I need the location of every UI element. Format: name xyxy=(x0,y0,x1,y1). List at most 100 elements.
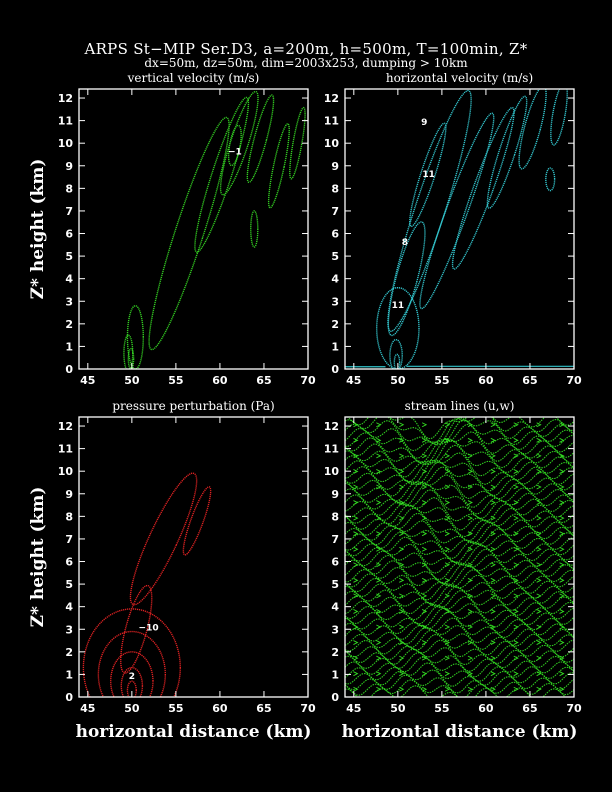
streamline-arrow xyxy=(513,484,519,490)
y-tick-label: 6 xyxy=(331,228,339,241)
x-tick-label: 50 xyxy=(124,702,140,715)
streamline-arrow xyxy=(536,453,542,459)
streamline-arrow xyxy=(536,484,542,490)
streamline xyxy=(345,669,574,687)
streamline-arrow xyxy=(399,593,405,599)
streamline-arrow xyxy=(559,484,565,490)
figure-title: ARPS St−MIP Ser.D3, a=200m, h=500m, T=10… xyxy=(84,40,528,58)
streamline-arrow xyxy=(513,640,519,645)
streamline xyxy=(345,444,574,478)
streamline-arrow xyxy=(490,686,496,692)
contour-line xyxy=(227,124,242,167)
contour-line xyxy=(387,89,472,332)
y-tick-label: 0 xyxy=(331,363,339,376)
streamline-arrow xyxy=(490,484,496,490)
y-tick-label: 10 xyxy=(58,465,74,478)
streamline-arrow xyxy=(559,422,565,428)
streamline xyxy=(345,554,574,581)
y-tick-label: 6 xyxy=(65,556,73,569)
streamline-arrow xyxy=(490,531,496,537)
x-tick-label: 65 xyxy=(256,702,271,715)
streamline-arrow xyxy=(421,671,428,677)
streamline-arrow xyxy=(467,577,473,583)
streamline-arrow xyxy=(559,469,565,474)
streamline-arrow xyxy=(376,500,382,505)
streamline-arrow xyxy=(376,469,382,474)
streamline-arrow xyxy=(444,531,451,537)
streamline xyxy=(345,639,574,660)
streamline xyxy=(345,565,574,587)
streamline xyxy=(345,527,574,553)
streamline-arrow xyxy=(421,655,428,661)
streamline-arrow xyxy=(467,484,473,490)
streamline-arrow xyxy=(513,655,519,661)
figure-subtitle: dx=50m, dz=50m, dim=2003x253, dumping > … xyxy=(144,56,468,70)
y-tick-label: 12 xyxy=(58,420,73,433)
contour-line xyxy=(267,123,290,209)
streamline-arrow xyxy=(467,422,473,428)
y-tick-label: 7 xyxy=(331,205,339,218)
streamline-arrow xyxy=(513,593,519,599)
streamline-arrow xyxy=(536,640,542,645)
contour-line xyxy=(148,116,230,351)
x-tick-label: 70 xyxy=(300,702,316,715)
streamline-arrow xyxy=(490,562,496,568)
streamline-arrow xyxy=(353,515,359,521)
streamline xyxy=(345,504,574,531)
contour-line xyxy=(126,680,137,697)
streamline-arrow xyxy=(376,655,382,661)
streamline-arrow xyxy=(536,422,542,428)
x-tick-label: 50 xyxy=(390,702,406,715)
streamline-arrow xyxy=(376,515,382,521)
streamline-arrow xyxy=(559,546,565,552)
contour-line xyxy=(387,221,426,337)
streamline-arrow xyxy=(444,515,451,521)
y-tick-label: 3 xyxy=(65,623,73,636)
contour-label: 9 xyxy=(421,118,427,128)
panel-title: vertical velocity (m/s) xyxy=(127,71,260,85)
y-axis-label: Z* height (km) xyxy=(28,159,48,300)
streamline-arrow xyxy=(467,562,473,568)
streamline-arrow xyxy=(399,562,405,568)
streamline-arrow xyxy=(490,500,496,505)
y-tick-label: 8 xyxy=(331,182,339,195)
streamline xyxy=(345,536,574,564)
y-tick-label: 7 xyxy=(65,533,73,546)
streamline-arrow xyxy=(399,640,405,645)
streamline-arrow xyxy=(399,655,405,661)
x-tick-label: 65 xyxy=(256,374,271,387)
streamline-arrow xyxy=(490,422,496,428)
streamline-arrow xyxy=(490,624,496,630)
contour-line xyxy=(250,210,259,248)
contour-line xyxy=(110,651,154,697)
y-tick-label: 1 xyxy=(65,340,73,353)
y-tick-label: 2 xyxy=(65,318,73,331)
y-tick-label: 12 xyxy=(324,420,339,433)
streamline-arrow xyxy=(444,469,451,474)
streamline-arrow xyxy=(513,562,519,568)
panel-frame xyxy=(78,416,309,698)
streamline-arrow xyxy=(490,437,496,443)
contour-line xyxy=(120,666,144,697)
y-tick-label: 0 xyxy=(331,691,339,704)
x-tick-label: 55 xyxy=(168,374,183,387)
streamline-arrow xyxy=(490,609,496,614)
streamline xyxy=(345,417,574,446)
y-tick-label: 9 xyxy=(331,160,339,173)
contour-line xyxy=(419,112,495,310)
streamline xyxy=(345,484,574,515)
streamline-arrow xyxy=(353,640,359,645)
streamline-arrow xyxy=(376,686,382,692)
streamline-arrow xyxy=(353,609,359,614)
y-tick-label: 5 xyxy=(331,250,339,263)
y-tick-label: 11 xyxy=(58,443,73,456)
streamline-arrow xyxy=(490,577,496,583)
streamline-arrow xyxy=(376,671,382,677)
streamline-arrow xyxy=(399,500,405,505)
streamline-arrow xyxy=(559,671,565,677)
streamline-arrow xyxy=(421,577,428,583)
contour-line xyxy=(486,95,528,209)
streamline-arrow xyxy=(444,437,451,443)
contour-line xyxy=(545,167,556,192)
